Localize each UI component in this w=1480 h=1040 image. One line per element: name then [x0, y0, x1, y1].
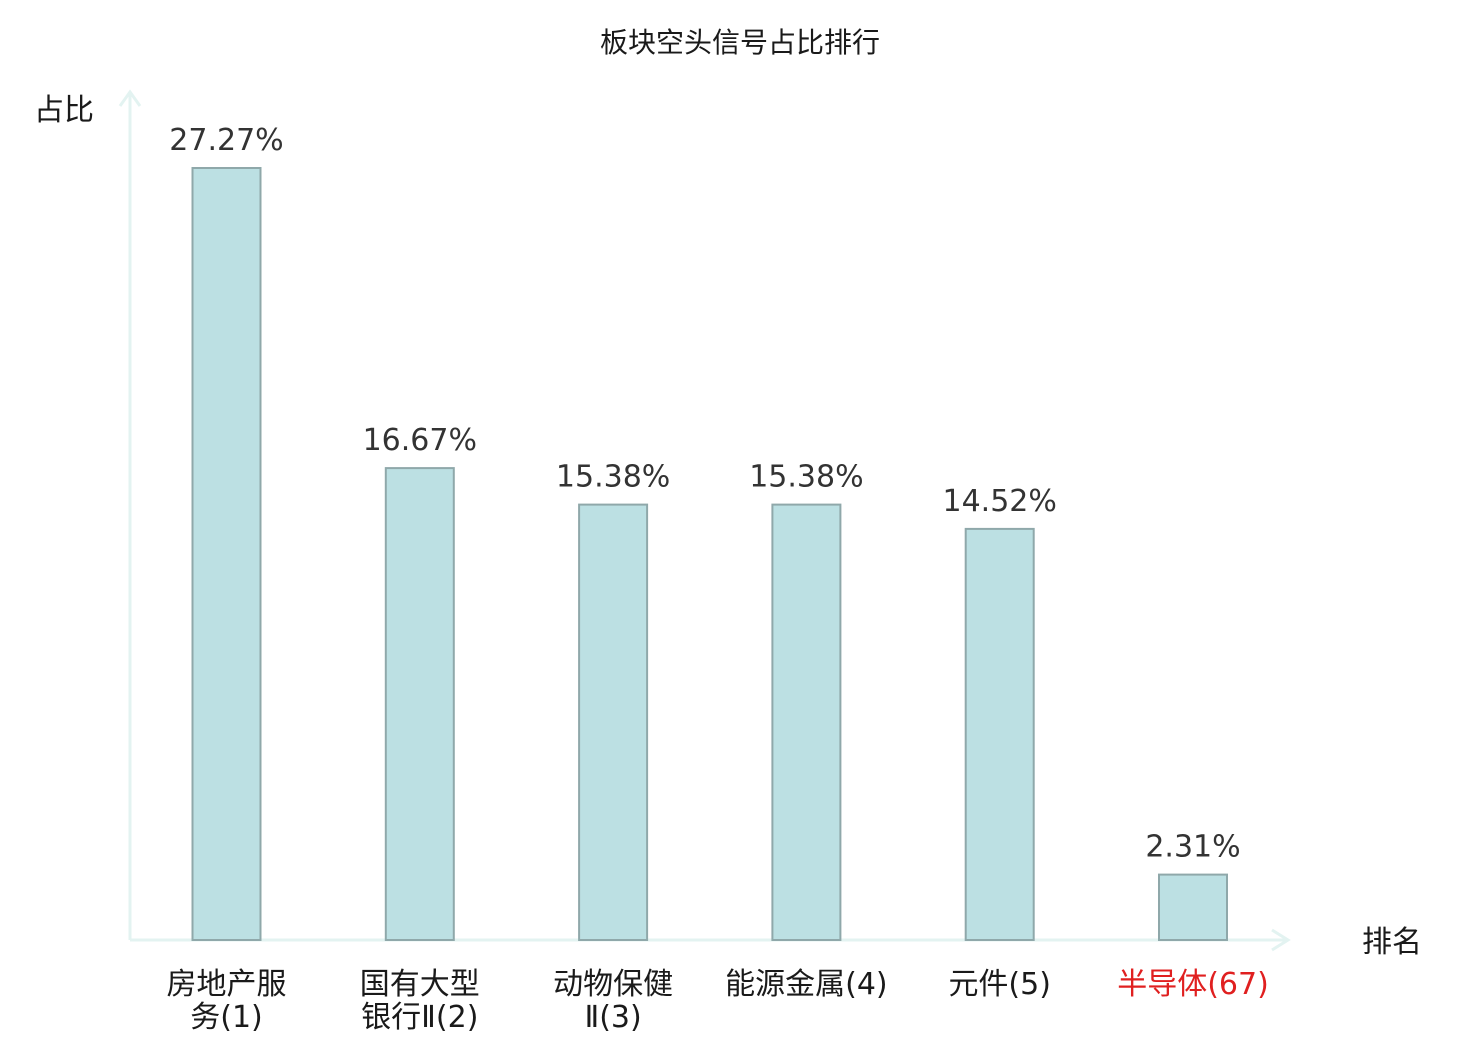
category-label-line: 半导体(67)	[1117, 967, 1269, 1002]
bar-6	[1158, 873, 1228, 941]
category-label-4: 能源金属(4)	[725, 967, 888, 1002]
value-label-1: 27.27%	[169, 123, 283, 158]
value-label-5: 14.52%	[943, 484, 1057, 519]
category-label-3: 动物保健 Ⅱ(3)	[553, 967, 673, 1035]
category-label-6: 半导体(67)	[1117, 967, 1269, 1002]
bar-5	[964, 527, 1035, 942]
category-label-line: 国有大型	[360, 967, 480, 1002]
chart-title: 板块空头信号占比排行	[600, 26, 880, 59]
axes	[118, 89, 1291, 952]
y-axis-arrow	[118, 89, 142, 107]
value-label-3: 15.38%	[556, 460, 670, 495]
x-axis-label: 排名	[1362, 925, 1422, 960]
category-label-line: 银行Ⅱ(2)	[361, 1000, 478, 1035]
category-label-2: 国有大型银行Ⅱ(2)	[360, 967, 480, 1035]
bar-4	[771, 503, 842, 941]
category-labels: 房地产服务(1) 国有大型银行Ⅱ(2) 动物保健 Ⅱ(3) 能源金属(4) 元件(5) 半导…	[167, 967, 1269, 1035]
bar-1	[191, 167, 262, 941]
value-label-2: 16.67%	[363, 423, 477, 458]
bar-2	[384, 467, 455, 941]
category-label-line: 元件(5)	[948, 967, 1051, 1002]
y-axis-label: 占比	[34, 93, 94, 128]
category-label-line: 能源金属(4)	[725, 967, 888, 1002]
value-labels: 27.27% 16.67% 15.38% 15.38% 14.52% 2.31%	[169, 123, 1240, 865]
value-label-4: 15.38%	[749, 460, 863, 495]
category-label-line: Ⅱ(3)	[584, 1000, 641, 1035]
value-label-6: 2.31%	[1145, 830, 1240, 865]
bars	[191, 167, 1228, 942]
category-label-5: 元件(5)	[948, 967, 1051, 1002]
category-label-line: 房地产服	[167, 967, 287, 1002]
category-label-line: 务(1)	[190, 1000, 263, 1035]
category-label-1: 房地产服务(1)	[167, 967, 287, 1035]
x-axis-arrow	[1271, 928, 1291, 952]
bar-3	[578, 503, 649, 941]
category-label-line: 动物保健	[553, 967, 673, 1002]
